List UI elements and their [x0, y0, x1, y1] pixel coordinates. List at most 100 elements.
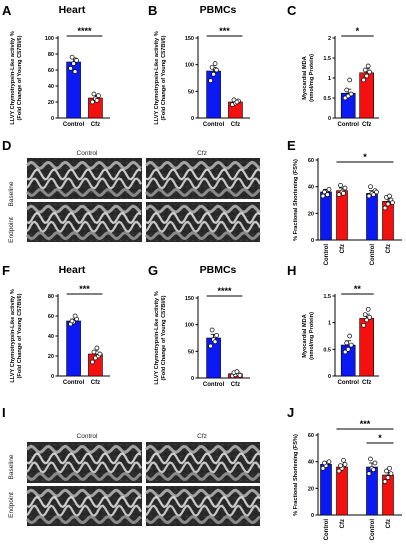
echo-d-row-baseline: Baseline: [8, 181, 15, 206]
chart-a-point: [94, 98, 100, 103]
chart-h-point: [344, 340, 350, 346]
chart-e-point: [322, 189, 327, 195]
chart-h-point: [362, 312, 368, 318]
chart-e-ytick-label: 40: [308, 185, 314, 191]
chart-e-category-label: Cfz: [340, 244, 346, 253]
chart-b-bar: [206, 70, 221, 119]
chart-c-ylabel: Myocardial MDA: [302, 56, 308, 100]
chart-a-ytick-label: 60: [48, 68, 54, 74]
chart-c-ytick-label: 0.5: [323, 96, 331, 102]
panel-label-j: J: [287, 405, 294, 420]
chart-g-category-label: Cfz: [231, 382, 240, 388]
chart-e-point: [342, 185, 348, 191]
chart-j-bar: [320, 464, 332, 516]
chart-h-category-label: Control: [338, 380, 360, 386]
chart-j-category-label: Control: [370, 519, 376, 541]
chart-g-ylabel: LLVY Chymotrypsin-Like activity %: [154, 291, 160, 384]
panel-label-e: E: [287, 138, 296, 153]
chart-h-ytick-label: 0.5: [323, 347, 331, 353]
chart-e-point: [326, 186, 332, 192]
echo-d-column-control: Control: [77, 150, 99, 157]
chart-g-category-label: Control: [203, 382, 225, 388]
echo-d-column-cfz: Cfz: [197, 150, 207, 157]
chart-h-ytick-label: 1.5: [323, 294, 331, 300]
chart-a-title: Heart: [59, 4, 86, 16]
echo-wall-band: [144, 488, 261, 498]
echo-wall-band: [25, 160, 142, 171]
chart-j-sig-label: *: [378, 433, 382, 443]
chart-h-point: [361, 322, 367, 328]
panel-label-h: H: [287, 263, 296, 278]
chart-e-point: [390, 200, 395, 206]
chart-b-point: [208, 78, 213, 84]
chart-g-title: PBMCs: [200, 264, 237, 276]
chart-e-point: [371, 192, 376, 198]
echo-i-cfz-endpoint-texture: [144, 488, 261, 525]
chart-j-point: [338, 463, 343, 469]
echo-i-control-endpoint-texture: [25, 488, 142, 525]
echo-d-cfz-endpoint-texture: [144, 204, 261, 241]
chart-g-ytick-label: 50: [188, 349, 194, 355]
echo-i-column-control: Control: [77, 433, 99, 440]
chart-j-ytick-label: 40: [308, 460, 314, 466]
chart-g-bar: [206, 337, 221, 379]
chart-f-point: [91, 349, 97, 355]
chart-b-point: [209, 64, 215, 70]
chart-f-ytick-label: 40: [48, 334, 54, 340]
chart-e-ytick-label: 0: [311, 238, 314, 244]
chart-g-point: [208, 343, 213, 349]
chart-c-point: [365, 63, 371, 69]
chart-h-point: [345, 346, 351, 352]
chart-j-point: [388, 471, 394, 477]
echo-wall-band: [26, 452, 142, 465]
chart-j-category-label: Cfz: [386, 519, 392, 528]
echo-wall-band: [144, 187, 261, 197]
chart-e-point: [374, 189, 379, 195]
chart-h-point: [347, 333, 353, 339]
chart-f-bar: [66, 320, 81, 377]
chart-f-ytick-label: 0: [51, 374, 54, 380]
chart-g-point: [234, 369, 240, 374]
chart-a-ytick-label: 80: [48, 52, 54, 58]
echo-d-cfz-baseline-texture: [144, 160, 261, 197]
chart-a-category-label: Control: [63, 122, 85, 128]
chart-e: 0 20 40 60 % Fractional Shortening (FS%) Cont…: [293, 152, 402, 265]
chart-f-ylabel: (Fold Change of Young C57Bl/6): [17, 293, 23, 378]
echo-wall-band: [144, 514, 261, 525]
echo-wall-band: [145, 461, 261, 474]
chart-b-point: [212, 61, 218, 66]
chart-g-point: [209, 327, 215, 333]
echo-wall-band: [26, 461, 142, 474]
chart-a-category-label: Cfz: [91, 122, 100, 128]
chart-j-category-label: Cfz: [340, 519, 346, 528]
echo-wall-band: [144, 471, 261, 481]
panel-label-d: D: [2, 138, 11, 153]
echo-wall-band: [145, 168, 261, 181]
echo-wall-band: [25, 488, 142, 498]
chart-e-category-label: Control: [370, 244, 376, 266]
chart-h-bar: [359, 318, 374, 377]
panel-label-g: G: [148, 263, 158, 278]
chart-j-category-label: Control: [324, 519, 330, 541]
chart-b-ylabel: (Fold Change of Young C57Bl/6): [161, 35, 167, 120]
chart-a-ytick-label: 100: [45, 36, 54, 42]
chart-j-point: [382, 479, 388, 485]
chart-e-sig-label: *: [363, 152, 367, 162]
chart-f-ytick-label: 20: [48, 354, 54, 360]
chart-e-bar: [336, 190, 348, 241]
echo-wall-band: [25, 204, 142, 214]
chart-f-category-label: Cfz: [91, 380, 100, 386]
chart-e-point: [341, 190, 346, 196]
echo-wall-band: [26, 495, 142, 509]
chart-a-ytick-label: 40: [48, 84, 54, 90]
chart-f-point: [94, 345, 100, 351]
panel-label-b: B: [148, 3, 157, 18]
chart-c-ytick-label: 2: [328, 36, 331, 42]
echo-wall-band: [26, 504, 142, 518]
chart-j-ytick-label: 60: [308, 433, 314, 439]
echo-wall-band: [26, 211, 142, 225]
panel-label-f: F: [2, 263, 10, 278]
chart-a-point: [74, 58, 79, 63]
